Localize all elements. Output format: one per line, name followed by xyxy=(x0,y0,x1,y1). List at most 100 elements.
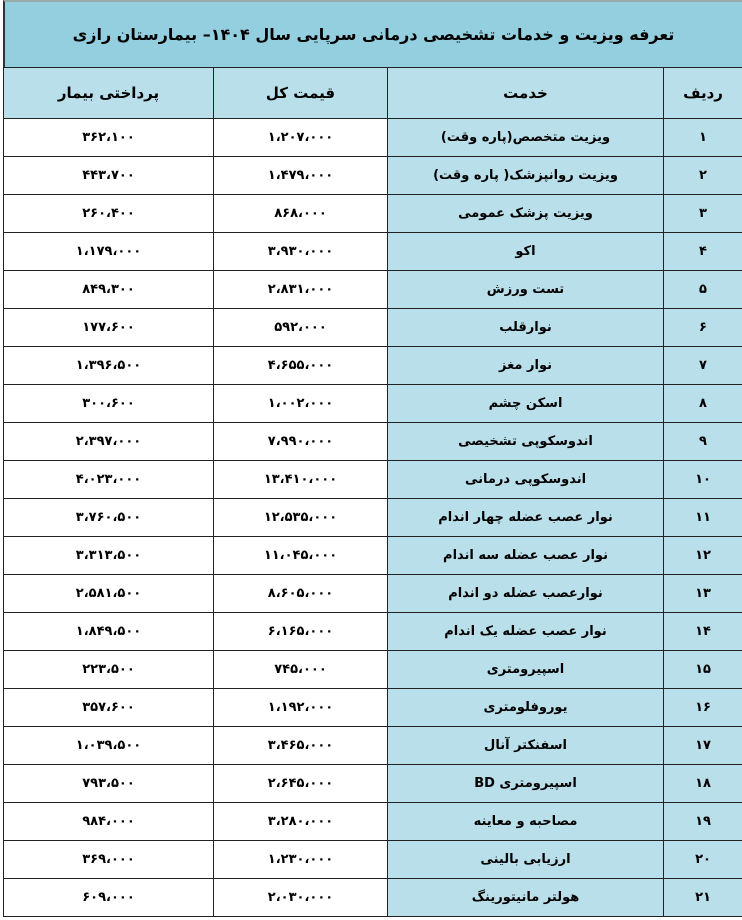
total-price-cell: ۳،۲۸۰،۰۰۰ xyxy=(213,802,388,841)
total-price-cell: ۴،۶۵۵،۰۰۰ xyxy=(213,346,388,385)
service-cell: اسپیرومتری xyxy=(387,650,664,689)
total-price-cell: ۱۳،۴۱۰،۰۰۰ xyxy=(213,460,388,499)
patient-payment-cell: ۱،۰۳۹،۵۰۰ xyxy=(3,726,214,765)
table-row: ۱۷ اسفنکتر آنال ۳،۴۶۵،۰۰۰ ۱،۰۳۹،۵۰۰ xyxy=(3,726,742,765)
service-cell: اندوسکوپی تشخیصی xyxy=(387,422,664,461)
patient-payment-cell: ۳۰۰،۶۰۰ xyxy=(3,384,214,423)
patient-payment-cell: ۳۶۹،۰۰۰ xyxy=(3,840,214,879)
service-cell: اسکن چشم xyxy=(387,384,664,423)
total-price-cell: ۱۲،۵۳۵،۰۰۰ xyxy=(213,498,388,537)
service-cell: تست ورزش xyxy=(387,270,664,309)
header-row-number: ردیف xyxy=(663,67,742,119)
service-cell: نوارعصب عضله دو اندام xyxy=(387,574,664,613)
row-number-cell: ۲۱ xyxy=(663,878,742,917)
row-number-cell: ۴ xyxy=(663,232,742,271)
service-cell: ارزیابی بالینی xyxy=(387,840,664,879)
row-number-cell: ۱۰ xyxy=(663,460,742,499)
service-cell: ویزیت روانپزشک( پاره وقت) xyxy=(387,156,664,195)
service-cell: یوروفلومتری xyxy=(387,688,664,727)
row-number-cell: ۹ xyxy=(663,422,742,461)
service-cell: مصاحبه و معاینه xyxy=(387,802,664,841)
service-cell: نوار عصب عضله یک اندام xyxy=(387,612,664,651)
table-row: ۱ ویزیت متخصص(پاره وقت) ۱،۲۰۷،۰۰۰ ۳۶۲،۱۰۰ xyxy=(3,118,742,157)
table-row: ۲۱ هولتر مانیتورینگ ۲،۰۳۰،۰۰۰ ۶۰۹،۰۰۰ xyxy=(3,878,742,917)
service-cell: نوار مغز xyxy=(387,346,664,385)
patient-payment-cell: ۳،۳۱۳،۵۰۰ xyxy=(3,536,214,575)
row-number-cell: ۳ xyxy=(663,194,742,233)
row-number-cell: ۱ xyxy=(663,118,742,157)
document-title: تعرفه ویزیت و خدمات تشخیصی درمانی سرپایی… xyxy=(3,0,742,67)
row-number-cell: ۱۵ xyxy=(663,650,742,689)
row-number-cell: ۱۱ xyxy=(663,498,742,537)
total-price-cell: ۱،۲۳۰،۰۰۰ xyxy=(213,840,388,879)
row-number-cell: ۵ xyxy=(663,270,742,309)
total-price-cell: ۲،۰۳۰،۰۰۰ xyxy=(213,878,388,917)
header-patient-payment: پرداختی بیمار xyxy=(3,67,214,119)
patient-payment-cell: ۳۶۲،۱۰۰ xyxy=(3,118,214,157)
service-cell: هولتر مانیتورینگ xyxy=(387,878,664,917)
patient-payment-cell: ۳،۷۶۰،۵۰۰ xyxy=(3,498,214,537)
table-row: ۱۹ مصاحبه و معاینه ۳،۲۸۰،۰۰۰ ۹۸۴،۰۰۰ xyxy=(3,802,742,841)
row-number-cell: ۶ xyxy=(663,308,742,347)
total-price-cell: ۸۶۸،۰۰۰ xyxy=(213,194,388,233)
total-price-cell: ۱۱،۰۴۵،۰۰۰ xyxy=(213,536,388,575)
total-price-cell: ۳،۹۳۰،۰۰۰ xyxy=(213,232,388,271)
table-row: ۲۰ ارزیابی بالینی ۱،۲۳۰،۰۰۰ ۳۶۹،۰۰۰ xyxy=(3,840,742,879)
patient-payment-cell: ۱۷۷،۶۰۰ xyxy=(3,308,214,347)
table-row: ۷ نوار مغز ۴،۶۵۵،۰۰۰ ۱،۳۹۶،۵۰۰ xyxy=(3,346,742,385)
tariff-document: تعرفه ویزیت و خدمات تشخیصی درمانی سرپایی… xyxy=(3,0,742,917)
total-price-cell: ۱،۲۰۷،۰۰۰ xyxy=(213,118,388,157)
total-price-cell: ۲،۸۳۱،۰۰۰ xyxy=(213,270,388,309)
table-row: ۱۵ اسپیرومتری ۷۴۵،۰۰۰ ۲۲۳،۵۰۰ xyxy=(3,650,742,689)
service-cell: نوار عصب عضله چهار اندام xyxy=(387,498,664,537)
patient-payment-cell: ۷۹۳،۵۰۰ xyxy=(3,764,214,803)
patient-payment-cell: ۱،۳۹۶،۵۰۰ xyxy=(3,346,214,385)
patient-payment-cell: ۶۰۹،۰۰۰ xyxy=(3,878,214,917)
row-number-cell: ۱۲ xyxy=(663,536,742,575)
patient-payment-cell: ۸۴۹،۳۰۰ xyxy=(3,270,214,309)
patient-payment-cell: ۲،۳۹۷،۰۰۰ xyxy=(3,422,214,461)
table-row: ۱۸ اسپیرومتری BD ۲،۶۴۵،۰۰۰ ۷۹۳،۵۰۰ xyxy=(3,764,742,803)
patient-payment-cell: ۱،۸۴۹،۵۰۰ xyxy=(3,612,214,651)
total-price-cell: ۶،۱۶۵،۰۰۰ xyxy=(213,612,388,651)
row-number-cell: ۱۶ xyxy=(663,688,742,727)
total-price-cell: ۵۹۲،۰۰۰ xyxy=(213,308,388,347)
row-number-cell: ۱۹ xyxy=(663,802,742,841)
service-cell: اندوسکوپی درمانی xyxy=(387,460,664,499)
table-row: ۳ ویزیت پزشک عمومی ۸۶۸،۰۰۰ ۲۶۰،۴۰۰ xyxy=(3,194,742,233)
total-price-cell: ۷،۹۹۰،۰۰۰ xyxy=(213,422,388,461)
total-price-cell: ۱،۰۰۲،۰۰۰ xyxy=(213,384,388,423)
patient-payment-cell: ۱،۱۷۹،۰۰۰ xyxy=(3,232,214,271)
patient-payment-cell: ۳۵۷،۶۰۰ xyxy=(3,688,214,727)
header-total-price: قیمت کل xyxy=(213,67,388,119)
total-price-cell: ۳،۴۶۵،۰۰۰ xyxy=(213,726,388,765)
service-cell: اسفنکتر آنال xyxy=(387,726,664,765)
patient-payment-cell: ۲،۵۸۱،۵۰۰ xyxy=(3,574,214,613)
service-cell: ویزیت متخصص(پاره وقت) xyxy=(387,118,664,157)
row-number-cell: ۲ xyxy=(663,156,742,195)
tariff-table: ردیف خدمت قیمت کل پرداختی بیمار ۱ ویزیت م… xyxy=(3,67,742,917)
table-row: ۱۲ نوار عصب عضله سه اندام ۱۱،۰۴۵،۰۰۰ ۳،۳۱۳،… xyxy=(3,536,742,575)
table-row: ۱۴ نوار عصب عضله یک اندام ۶،۱۶۵،۰۰۰ ۱،۸۴۹،۵… xyxy=(3,612,742,651)
table-row: ۸ اسکن چشم ۱،۰۰۲،۰۰۰ ۳۰۰،۶۰۰ xyxy=(3,384,742,423)
service-cell: ویزیت پزشک عمومی xyxy=(387,194,664,233)
patient-payment-cell: ۴۴۳،۷۰۰ xyxy=(3,156,214,195)
service-cell: اکو xyxy=(387,232,664,271)
table-row: ۴ اکو ۳،۹۳۰،۰۰۰ ۱،۱۷۹،۰۰۰ xyxy=(3,232,742,271)
table-row: ۵ تست ورزش ۲،۸۳۱،۰۰۰ ۸۴۹،۳۰۰ xyxy=(3,270,742,309)
service-cell: اسپیرومتری BD xyxy=(387,764,664,803)
table-row: ۱۱ نوار عصب عضله چهار اندام ۱۲،۵۳۵،۰۰۰ ۳،۷۶… xyxy=(3,498,742,537)
header-service: خدمت xyxy=(387,67,664,119)
patient-payment-cell: ۲۲۳،۵۰۰ xyxy=(3,650,214,689)
table-row: ۹ اندوسکوپی تشخیصی ۷،۹۹۰،۰۰۰ ۲،۳۹۷،۰۰۰ xyxy=(3,422,742,461)
row-number-cell: ۸ xyxy=(663,384,742,423)
table-row: ۱۰ اندوسکوپی درمانی ۱۳،۴۱۰،۰۰۰ ۴،۰۲۳،۰۰۰ xyxy=(3,460,742,499)
total-price-cell: ۷۴۵،۰۰۰ xyxy=(213,650,388,689)
total-price-cell: ۱،۱۹۲،۰۰۰ xyxy=(213,688,388,727)
row-number-cell: ۲۰ xyxy=(663,840,742,879)
table-row: ۱۳ نوارعصب عضله دو اندام ۸،۶۰۵،۰۰۰ ۲،۵۸۱،۵۰… xyxy=(3,574,742,613)
row-number-cell: ۷ xyxy=(663,346,742,385)
patient-payment-cell: ۹۸۴،۰۰۰ xyxy=(3,802,214,841)
table-header-row: ردیف خدمت قیمت کل پرداختی بیمار xyxy=(3,67,742,119)
row-number-cell: ۱۳ xyxy=(663,574,742,613)
